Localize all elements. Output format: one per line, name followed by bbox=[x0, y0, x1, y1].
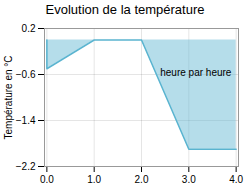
svg-text:2.0: 2.0 bbox=[135, 174, 149, 185]
svg-text:Température en °C: Température en °C bbox=[3, 55, 14, 139]
svg-text:0.2: 0.2 bbox=[22, 23, 36, 34]
svg-text:3.0: 3.0 bbox=[182, 174, 196, 185]
svg-text:heure par heure: heure par heure bbox=[160, 67, 232, 78]
svg-text:4.0: 4.0 bbox=[229, 174, 243, 185]
html-text:Evolution de la température: Evolution de la température bbox=[45, 2, 205, 17]
svg-text:−0.6: −0.6 bbox=[16, 69, 36, 80]
svg-text:0.0: 0.0 bbox=[40, 174, 54, 185]
svg-text:1.0: 1.0 bbox=[87, 174, 101, 185]
svg-text:−1.4: −1.4 bbox=[16, 115, 36, 126]
svg-text:−2.2: −2.2 bbox=[16, 161, 36, 172]
